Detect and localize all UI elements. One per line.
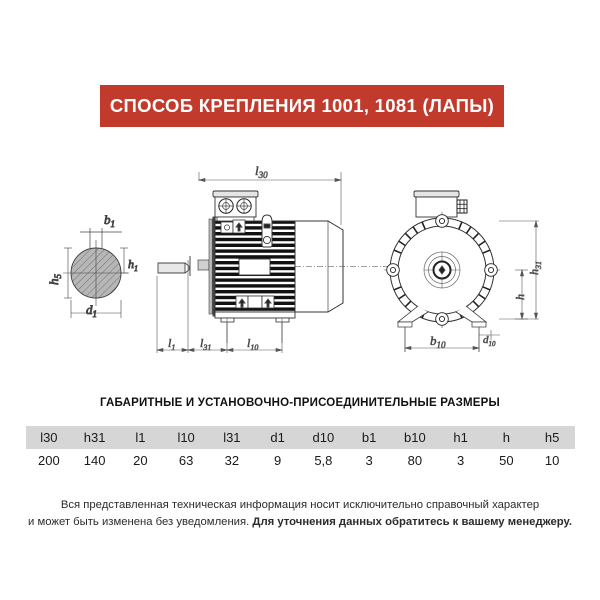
svg-text:h: h (513, 294, 527, 300)
svg-text:b10: b10 (430, 333, 446, 350)
svg-text:h31: h31 (527, 261, 543, 275)
svg-text:d1: d1 (86, 302, 97, 319)
svg-text:h1: h1 (128, 257, 138, 273)
svg-text:l30: l30 (255, 163, 268, 180)
svg-text:l10: l10 (247, 336, 258, 352)
svg-text:l31: l31 (200, 336, 211, 352)
svg-text:h5: h5 (46, 274, 63, 286)
svg-text:l1: l1 (168, 336, 175, 352)
svg-text:b1: b1 (104, 212, 115, 229)
svg-text:d10: d10 (483, 334, 496, 348)
